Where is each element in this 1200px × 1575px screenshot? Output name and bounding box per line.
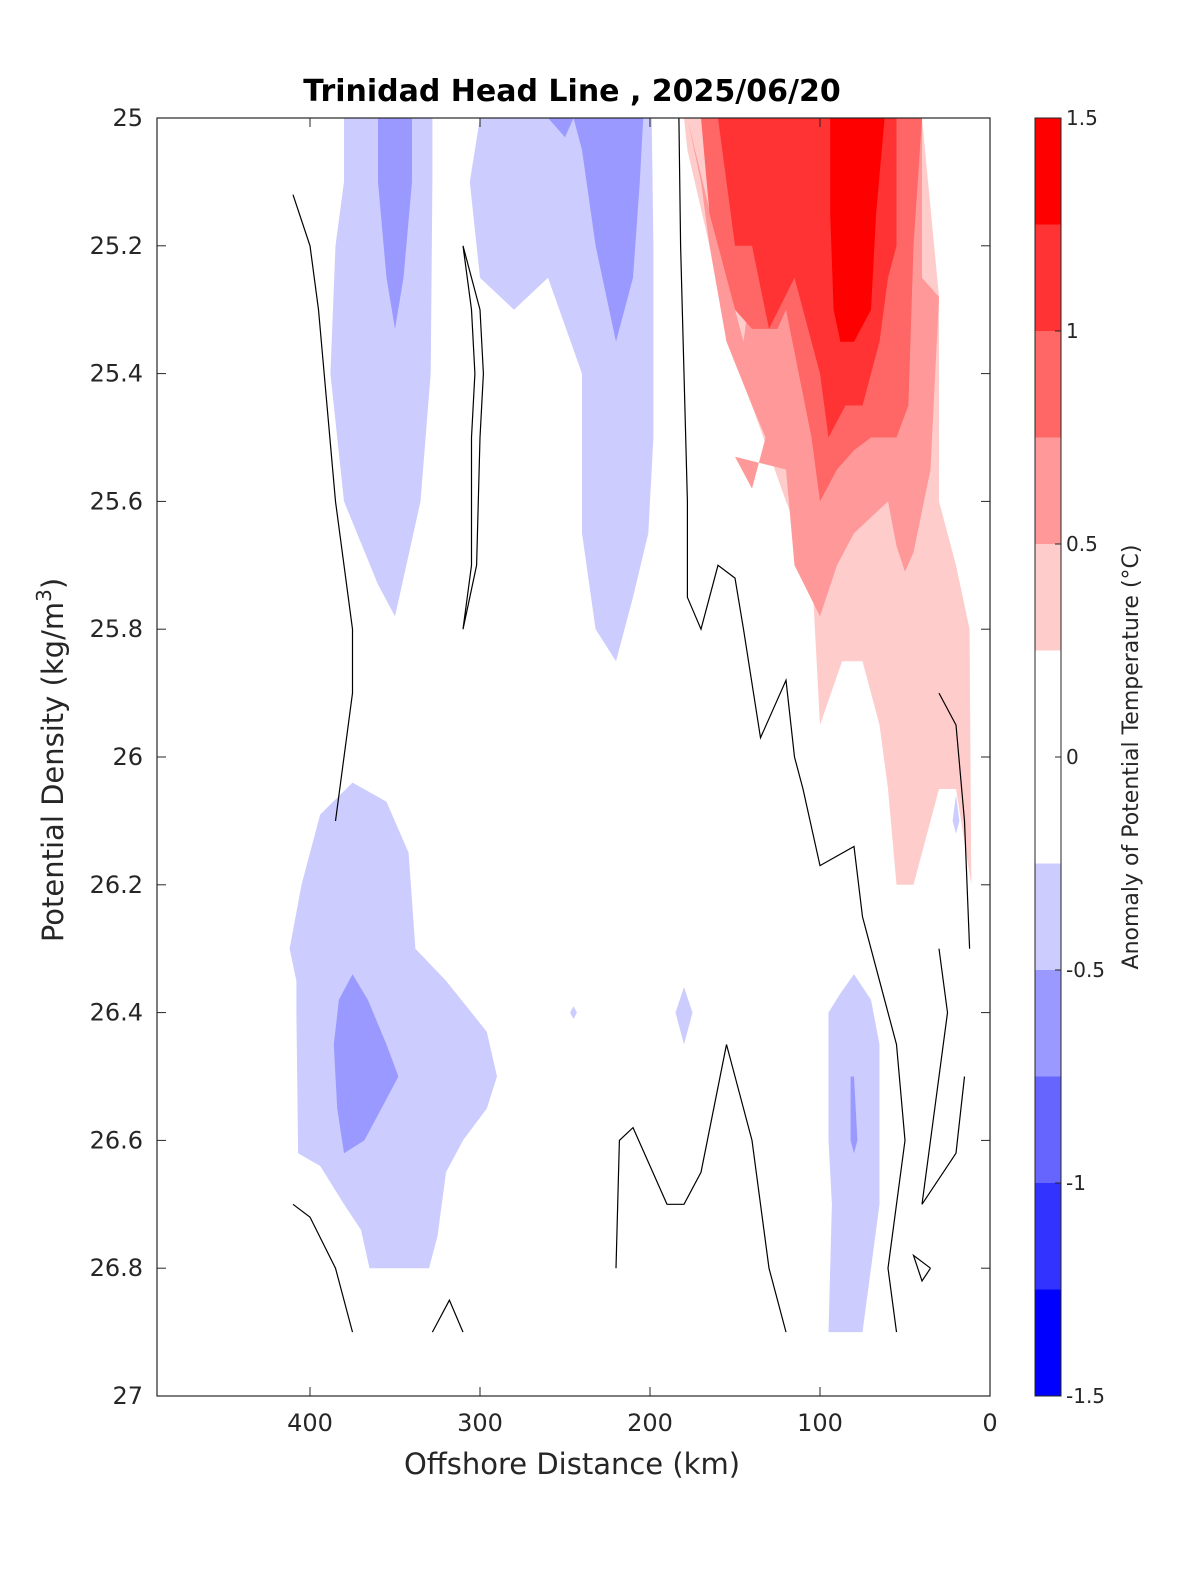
colorbar-block [1035, 970, 1061, 1077]
colorbar-blocks [1035, 118, 1061, 1396]
chart-title: Trinidad Head Line , 2025/06/20 [303, 74, 840, 109]
y-tick-label: 25.6 [90, 487, 143, 515]
colorbar-tick-label: 1.5 [1066, 106, 1098, 130]
x-tick-label: 200 [627, 1409, 673, 1437]
zero-contour-line-6 [938, 692, 971, 949]
y-tick-label: 26.6 [90, 1126, 143, 1154]
contour-region-6 [333, 974, 399, 1154]
colorbar-ticks: 1.5 1 0.5 0 -0.5 -1 -1.5 [1055, 106, 1105, 1408]
contour-region-3 [548, 118, 574, 138]
contour-region-4 [573, 118, 644, 342]
contour-region-8 [570, 1006, 577, 1019]
colorbar-block [1035, 437, 1061, 544]
contour-region-16 [830, 118, 885, 342]
y-axis-label-close: ) [36, 578, 70, 589]
zero-contour-line-1 [462, 245, 485, 630]
colorbar-tick-label: -0.5 [1066, 958, 1105, 982]
y-tick-label: 26.2 [90, 871, 143, 899]
y-tick-label: 26 [112, 743, 143, 771]
y-tick-label: 26.4 [90, 999, 143, 1027]
colorbar-tick-label: -1 [1066, 1171, 1086, 1195]
y-axis-label: Potential Density (kg/m3) [32, 578, 70, 942]
y-axis-label-superscript: 3 [32, 589, 56, 602]
colorbar: 1.5 1 0.5 0 -0.5 -1 -1.5 Anomaly of Potential … [1034, 106, 1144, 1408]
colorbar-tick-label: -1.5 [1066, 1384, 1105, 1408]
contour-region-5 [289, 782, 497, 1269]
zero-contour-line-0 [292, 194, 354, 821]
x-tick-label: 300 [457, 1409, 503, 1437]
zero-contour-line-8 [912, 1253, 931, 1283]
contour-region-11 [952, 795, 960, 834]
y-tick-label: 25.8 [90, 615, 143, 643]
zero-contour-lines [292, 118, 971, 1333]
colorbar-block [1035, 331, 1061, 438]
y-tick-label: 25.4 [90, 360, 143, 388]
colorbar-block [1035, 1076, 1061, 1183]
colorbar-block [1035, 1289, 1061, 1396]
colorbar-block [1035, 224, 1061, 331]
colorbar-label: Anomaly of Potential Temperature (°C) [1119, 545, 1144, 970]
y-axis-ticks: 25 25.2 25.4 25.6 25.8 26 26.2 26.4 26.6 26.8 27 [90, 104, 990, 1410]
colorbar-tick-label: 1 [1066, 319, 1079, 343]
y-tick-label: 26.8 [90, 1254, 143, 1282]
contour-region-1 [378, 118, 412, 329]
colorbar-block [1035, 863, 1061, 970]
contour-region-0 [330, 118, 433, 617]
zero-contour-line-4 [431, 1298, 464, 1333]
zero-contour-line-2 [678, 118, 906, 1333]
y-tick-label: 25.2 [90, 232, 143, 260]
colorbar-block [1035, 544, 1061, 651]
y-tick-label: 25 [112, 104, 143, 132]
colorbar-tick-label: 0 [1066, 745, 1079, 769]
filled-contours [289, 118, 972, 1333]
contour-region-10 [850, 1076, 858, 1154]
zero-contour-line-7 [921, 948, 966, 1205]
x-tick-label: 100 [797, 1409, 843, 1437]
y-tick-label: 27 [112, 1382, 143, 1410]
colorbar-block [1035, 1183, 1061, 1290]
zero-contour-line-3 [292, 1203, 354, 1333]
x-axis-ticks: 400 300 200 100 0 [287, 118, 998, 1437]
colorbar-tick-label: 0.5 [1066, 532, 1098, 556]
zero-contour-line-5 [615, 1044, 787, 1333]
x-tick-label: 400 [287, 1409, 333, 1437]
plot-area: 400 300 200 100 0 25 25.2 25.4 25.6 25.8 26 26.2 26… [90, 104, 998, 1437]
x-axis-label: Offshore Distance (km) [404, 1447, 740, 1481]
contour-region-7 [675, 987, 693, 1045]
colorbar-block [1035, 118, 1061, 225]
y-axis-label-main: Potential Density (kg/m [36, 602, 70, 942]
x-tick-label: 0 [982, 1409, 997, 1437]
